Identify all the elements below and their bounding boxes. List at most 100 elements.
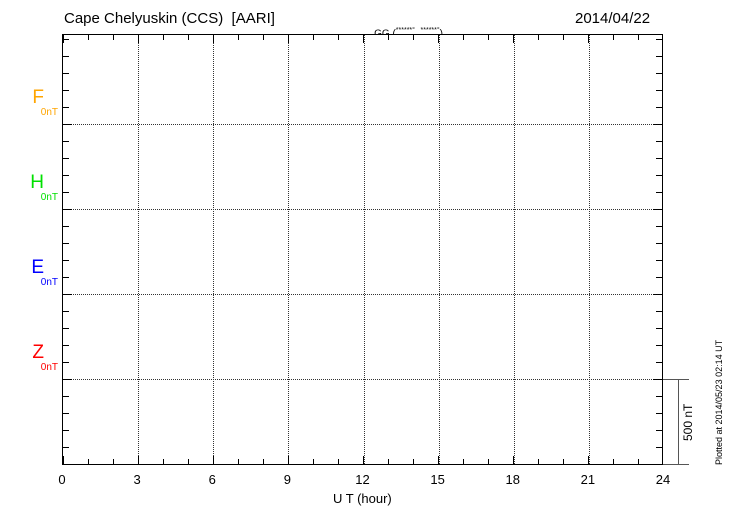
x-axis-tick	[312, 459, 314, 464]
y-axis-tick	[656, 361, 662, 363]
vertical-gridline	[138, 35, 140, 464]
vertical-gridline	[363, 35, 365, 464]
x-axis-tick	[538, 459, 540, 464]
x-axis-tick	[613, 459, 615, 464]
x-axis-tick	[87, 459, 89, 464]
component-letter-f: F	[32, 87, 44, 108]
y-axis-tick	[656, 344, 662, 346]
x-axis-tick	[388, 459, 390, 464]
x-axis-tick	[162, 459, 164, 464]
y-axis-tick	[63, 123, 72, 125]
gg-prefix: GG (	[374, 28, 396, 39]
y-axis-tick	[63, 225, 69, 227]
x-axis-tick	[413, 459, 415, 464]
y-axis-tick	[656, 395, 662, 397]
x-axis-tick	[87, 35, 89, 40]
y-axis-tick	[656, 429, 662, 431]
gg-suffix: )	[440, 28, 443, 39]
geographic-coordinates: GG (******°, ******°)	[363, 16, 443, 50]
y-axis-tick	[656, 174, 662, 176]
y-axis-tick	[63, 327, 69, 329]
x-axis-tick	[262, 35, 264, 40]
x-tick-label: 18	[505, 472, 520, 487]
y-axis-tick	[63, 72, 69, 74]
y-axis-tick	[656, 157, 662, 159]
y-axis-tick	[656, 463, 662, 464]
y-axis-tick	[63, 191, 69, 193]
y-axis-tick	[653, 123, 662, 125]
scale-bar-top-cap	[663, 379, 689, 380]
y-label-f: F 0nT	[0, 88, 60, 118]
station-title: Cape Chelyuskin (CCS) [AARI]	[64, 10, 275, 27]
x-axis-tick	[513, 35, 515, 43]
gg-latitude: ******°	[395, 27, 415, 34]
scale-bar-bottom-cap	[663, 464, 689, 465]
x-axis-tick	[337, 459, 339, 464]
magnetogram-plot-area	[62, 34, 663, 465]
plot-date: 2014/04/22	[575, 10, 651, 27]
scale-bar	[678, 379, 679, 465]
y-label-h: H 0nT	[0, 173, 60, 203]
x-axis-tick	[438, 456, 440, 464]
y-axis-tick	[63, 38, 69, 40]
x-axis-tick	[488, 35, 490, 40]
y-axis-tick	[656, 259, 662, 261]
y-axis-tick	[63, 157, 69, 159]
scale-bar-label: 500 nT	[681, 403, 695, 441]
x-axis-tick	[388, 35, 390, 40]
x-tick-label: 9	[283, 472, 291, 487]
x-tick-label: 3	[133, 472, 141, 487]
x-axis-tick	[588, 456, 590, 464]
y-axis-tick	[63, 378, 72, 380]
y-axis-tick	[63, 106, 69, 108]
x-tick-label: 6	[208, 472, 216, 487]
y-axis-tick	[63, 293, 72, 295]
y-axis-tick	[653, 378, 662, 380]
gg-separator: ,	[415, 28, 421, 39]
component-letter-e: E	[31, 257, 44, 278]
y-axis-tick	[63, 361, 69, 363]
y-axis-tick	[63, 259, 69, 261]
component-baseline-unit-h: 0nT	[40, 192, 58, 203]
y-axis-tick	[656, 140, 662, 142]
x-axis-tick	[212, 456, 214, 464]
y-axis-tick	[656, 72, 662, 74]
x-axis-tick	[538, 35, 540, 40]
x-axis-tick	[287, 35, 289, 43]
x-axis-tick	[488, 459, 490, 464]
y-axis-tick	[656, 89, 662, 91]
baseline-gridline-f	[63, 124, 662, 125]
vertical-gridline	[438, 35, 440, 464]
y-axis-tick	[63, 344, 69, 346]
x-axis-tick	[137, 456, 139, 464]
x-axis-tick	[588, 35, 590, 43]
y-axis-tick	[63, 242, 69, 244]
y-axis-tick	[656, 106, 662, 108]
gg-longitude: ******°	[420, 27, 440, 34]
component-baseline-unit-f: 0nT	[40, 107, 58, 118]
baseline-gridline-h	[63, 209, 662, 210]
x-axis-tick	[563, 35, 565, 40]
x-tick-label: 21	[580, 472, 596, 487]
y-axis-tick	[656, 446, 662, 448]
y-axis-tick	[63, 208, 72, 210]
y-axis-tick	[63, 310, 69, 312]
y-label-e: E 0nT	[0, 258, 60, 288]
x-axis-tick	[262, 459, 264, 464]
y-axis-tick	[656, 327, 662, 329]
x-axis-tick	[162, 35, 164, 40]
x-axis-tick	[287, 456, 289, 464]
x-axis-tick	[187, 35, 189, 40]
vertical-gridline	[213, 35, 215, 464]
y-axis-tick	[63, 395, 69, 397]
vertical-gridline	[588, 35, 590, 464]
y-axis-tick	[63, 174, 69, 176]
x-axis-tick	[63, 456, 64, 464]
y-axis-tick	[63, 412, 69, 414]
x-axis-tick	[212, 35, 214, 43]
y-axis-tick	[63, 429, 69, 431]
y-axis-tick	[656, 310, 662, 312]
component-letter-h: H	[30, 172, 44, 193]
plotted-at-timestamp: Plotted at 2014/05/23 02:14 UT	[714, 339, 724, 465]
x-axis-tick	[438, 35, 440, 43]
